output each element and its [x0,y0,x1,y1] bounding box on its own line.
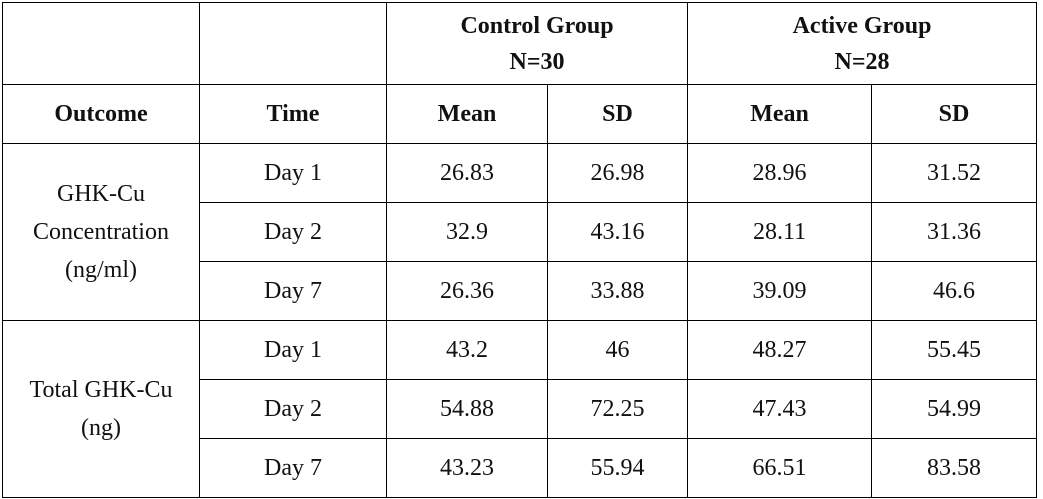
value-cell: 54.99 [871,379,1038,439]
value-cell: 47.43 [687,379,873,439]
value-cell: 26.98 [546,143,689,203]
time: Day 2 [199,379,387,439]
time: Day 7 [199,438,387,498]
value-cell: 54.88 [386,379,548,439]
value-cell: 55.45 [871,320,1038,380]
value-cell: 26.83 [386,143,548,203]
value-cell: 66.51 [687,438,873,498]
time: Day 7 [199,261,387,321]
empty-cell [199,2,387,85]
time: Day 2 [199,202,387,262]
column-header: Mean [687,84,873,144]
value-cell: 83.58 [871,438,1038,498]
column-header: Outcome [2,84,200,144]
data-row: Day 7 26.36 33.88 39.09 46.6 [3,261,1038,321]
value-cell: 55.94 [546,438,689,498]
group-n: N=28 [834,48,890,75]
outcome: GHK-Cu Concentration (ng/ml) [2,143,200,321]
value-cell: 31.36 [871,202,1038,262]
value-cell: 32.9 [386,202,548,262]
group-header: Active Group N=28 [687,2,1038,85]
data-row: Day 7 43.23 55.94 66.51 83.58 [3,438,1038,498]
value-cell: 43.23 [386,438,548,498]
data-row: GHK-Cu Concentration (ng/ml) Day 1 26.83 26… [2,143,1038,321]
group-name: Control Group [460,12,614,39]
value-cell: 46.6 [871,261,1038,321]
time: Day 1 [199,320,387,380]
outcome: Total GHK-Cu (ng) [2,320,200,498]
value-cell: 43.2 [386,320,548,380]
value-cell: 72.25 [546,379,689,439]
value-cell: 48.27 [687,320,873,380]
value-cell: 43.16 [546,202,689,262]
value-cell: 46 [546,320,689,380]
time: Day 1 [199,143,387,203]
data-row: Day 2 54.88 72.25 47.43 54.99 [3,379,1038,439]
column-header: Time [199,84,387,144]
empty-cell [2,2,200,85]
value-cell: 31.52 [871,143,1038,203]
value-cell: 28.96 [687,143,873,203]
group-name: Active Group [792,12,932,39]
value-cell: 39.09 [687,261,873,321]
data-row: Total GHK-Cu (ng) Day 1 43.2 46 48.27 55.45 [2,320,1038,498]
value-cell: 33.88 [546,261,689,321]
column-header-row: Outcome Time Mean SD Mean SD [2,84,1038,144]
group-n: N=30 [509,48,565,75]
table-body: GHK-Cu Concentration (ng/ml) Day 1 26.83 26… [2,143,1038,498]
value-cell: 26.36 [386,261,548,321]
group-header: Control Group N=30 [385,2,689,85]
column-header: Mean [386,84,548,144]
column-header: SD [546,84,689,144]
column-header: SD [871,84,1038,144]
value-cell: 28.11 [687,202,873,262]
group-header-row: Control Group N=30 Active Group N=28 [2,2,1038,85]
